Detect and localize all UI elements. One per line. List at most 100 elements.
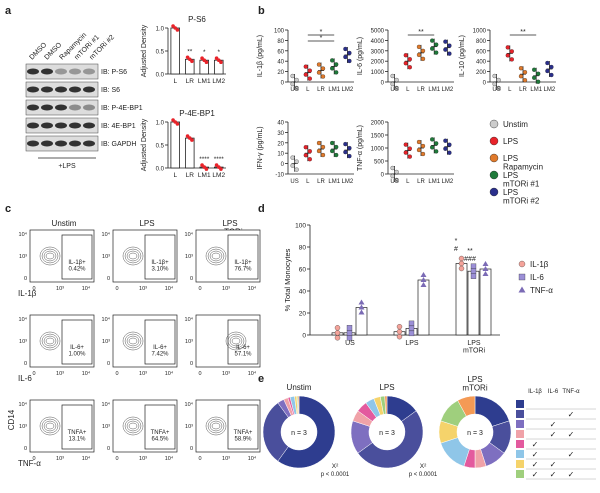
b-ytick-label: 10	[277, 152, 284, 158]
legend-label: LPS mTORi #2	[503, 188, 540, 205]
blot-label: IB: P-S6	[101, 69, 127, 76]
gate-label: TNFA+ 58.9%	[234, 430, 253, 442]
b-point	[290, 73, 295, 79]
b-point	[303, 145, 308, 150]
p4e-chart-ylabel: Adjusted Density	[141, 118, 148, 171]
b-ytick-label: 80	[277, 39, 284, 45]
gate-label: IL-1β+ 76.7%	[234, 260, 252, 272]
d-point	[346, 330, 353, 336]
blot-band	[41, 140, 53, 147]
b-xtick-label: LM2	[544, 87, 556, 93]
b-ylabel: TNF-α (pg/mL)	[357, 125, 364, 171]
b-ylabel: IFN-γ (pg/mL)	[257, 126, 264, 169]
c-col-title: LPS	[139, 219, 154, 228]
table-check: ✓	[550, 430, 557, 439]
blot-label: IB: 4E-BP1	[101, 123, 136, 130]
c-ytick: 10⁴	[102, 316, 111, 323]
b-ytick-label: 1500	[371, 134, 385, 140]
c-row-marker: IL-6	[18, 374, 32, 383]
contour	[39, 416, 61, 436]
b-ytick-label: 0	[381, 173, 385, 179]
table-swatch	[516, 430, 524, 438]
c-ytick: 10³	[185, 254, 193, 260]
legend-swatch	[489, 136, 499, 146]
gate	[144, 234, 176, 280]
d-point	[420, 282, 427, 287]
b-point	[347, 153, 352, 159]
b-point	[307, 157, 312, 162]
b-point	[492, 73, 497, 79]
d-point	[358, 304, 365, 310]
d-bar	[479, 268, 492, 336]
b-point	[320, 66, 326, 71]
data-point	[175, 122, 180, 126]
chi-label: X²	[332, 463, 339, 470]
contour	[227, 333, 245, 349]
b-point	[290, 81, 295, 87]
d-point	[482, 261, 489, 266]
xtick-label: LM1	[198, 78, 211, 85]
blot-band	[55, 68, 67, 75]
b-xtick-label: LR	[417, 179, 425, 185]
gate	[61, 404, 93, 450]
b-ytick-label: 1000	[371, 147, 385, 153]
contour	[122, 246, 144, 266]
b-ytick-label: 30	[277, 131, 284, 137]
contour	[231, 337, 241, 345]
b-point	[307, 149, 312, 154]
data-point	[204, 167, 209, 171]
b-sig-label: *	[320, 29, 323, 36]
sig-label: ****	[214, 156, 225, 163]
d-point	[334, 325, 341, 331]
d-point	[408, 320, 415, 327]
b-xtick-label: LM1	[328, 87, 340, 93]
ytick-label: 0.0	[156, 73, 165, 79]
b-point	[447, 150, 452, 155]
donut-title: Unstim	[287, 383, 312, 392]
b-point	[394, 177, 399, 183]
contour	[126, 335, 140, 347]
contour	[41, 333, 59, 349]
b-point	[430, 46, 435, 51]
b-ytick-label: 5000	[371, 29, 385, 35]
xtick-label: LM2	[212, 172, 225, 179]
b-point	[330, 148, 335, 154]
d-annot: **	[467, 248, 473, 255]
blot-band	[69, 68, 81, 75]
b-sig-label: *	[320, 35, 323, 42]
donut-n-label: n = 3	[467, 430, 483, 437]
b-xtick-label: US	[290, 179, 298, 185]
donut-slice	[457, 395, 476, 417]
c-xtick: 10⁴	[165, 370, 174, 377]
contour	[128, 252, 138, 260]
b-point	[416, 147, 422, 153]
contour	[122, 416, 144, 436]
data-point	[204, 60, 209, 64]
d-point	[346, 335, 353, 341]
d-ytick-label: 0	[302, 333, 306, 340]
c-ytick: 0	[24, 446, 27, 452]
blot-band	[27, 122, 39, 129]
b-xtick-label: US	[492, 87, 500, 93]
ytick-label: 0.5	[156, 144, 165, 150]
c-xtick: 0	[32, 286, 35, 292]
blot-band	[69, 122, 81, 129]
xtick-label: LM1	[198, 172, 211, 179]
c-col-title: Unstim	[52, 219, 77, 228]
gate-label: IL-6+ 1.00%	[68, 345, 86, 357]
b-point	[416, 44, 422, 50]
donut-slice	[297, 395, 300, 415]
gate-label: TNFA+ 64.5%	[151, 430, 170, 442]
data-point	[175, 28, 180, 32]
b-point	[320, 152, 326, 158]
d-annot: ###	[464, 256, 476, 263]
c-ytick: 10⁴	[185, 316, 194, 323]
b-point	[394, 77, 399, 83]
c-xtick: 0	[115, 456, 118, 462]
b-point	[536, 71, 541, 76]
d-point	[470, 273, 477, 279]
d-point	[470, 268, 477, 274]
d-ytick-label: 60	[299, 267, 307, 274]
b-point	[330, 58, 335, 63]
b-xtick-label: LR	[317, 87, 325, 93]
